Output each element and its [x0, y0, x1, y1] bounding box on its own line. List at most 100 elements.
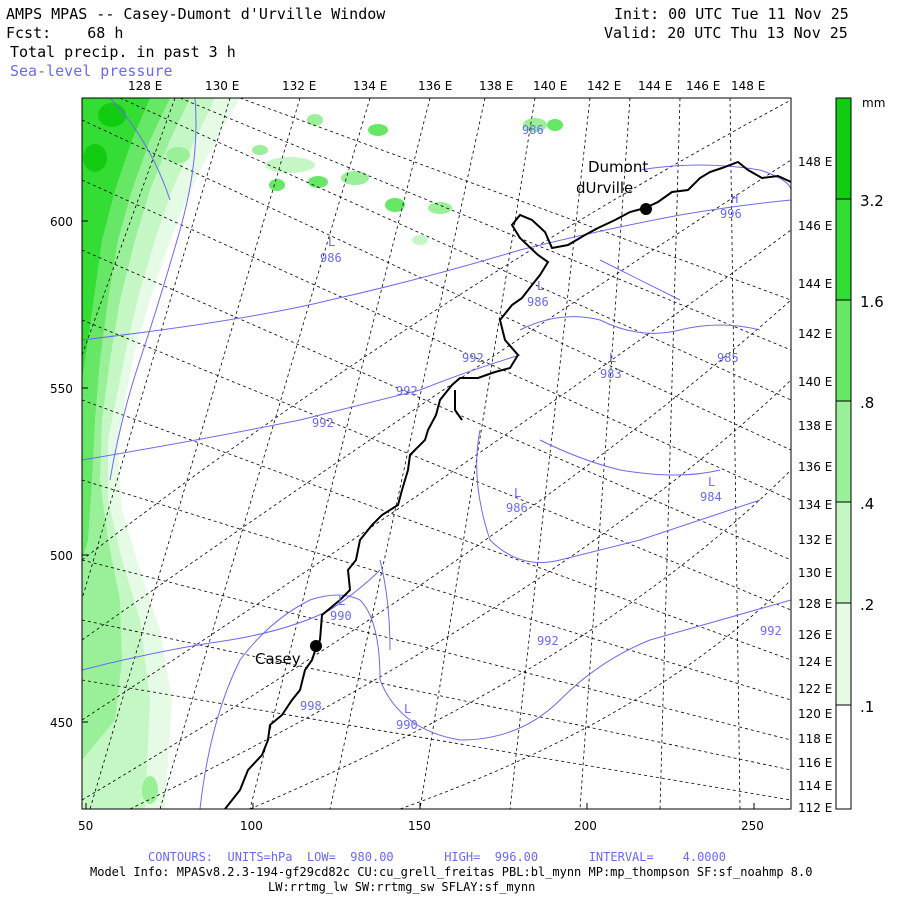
- colorbar: mm 3.2 1.6 .8 .4 .2 .1: [835, 96, 885, 810]
- place-label-casey: Casey: [255, 650, 301, 668]
- svg-text:126 E: 126 E: [798, 628, 832, 642]
- lon-label: 132 E: [282, 79, 316, 93]
- right-longitude-labels: 148 E 146 E 144 E 142 E 140 E 138 E 136 …: [798, 155, 832, 815]
- lon-label: 134 E: [353, 79, 387, 93]
- pressure-label: 984: [700, 490, 722, 504]
- y-tick-label: 550: [50, 382, 73, 396]
- svg-text:142 E: 142 E: [798, 327, 832, 341]
- pressure-label: 992: [312, 416, 334, 430]
- svg-text:136 E: 136 E: [798, 460, 832, 474]
- svg-text:L: L: [609, 351, 616, 365]
- svg-text:130 E: 130 E: [798, 566, 832, 580]
- y-tick-label: 450: [50, 716, 73, 730]
- x-tick-label: 50: [78, 819, 93, 833]
- top-longitude-labels: 128 E 130 E 132 E 134 E 136 E 138 E 140 …: [128, 79, 765, 93]
- svg-text:112 E: 112 E: [798, 801, 832, 815]
- lon-label: 144 E: [638, 79, 672, 93]
- svg-text:146 E: 146 E: [798, 219, 832, 233]
- contour-field-name: Sea-level pressure: [10, 62, 173, 80]
- svg-text:148 E: 148 E: [798, 155, 832, 169]
- x-tick-label: 200: [574, 819, 597, 833]
- colorbar-swatch: [836, 300, 851, 401]
- svg-text:114 E: 114 E: [798, 779, 832, 793]
- svg-text:124 E: 124 E: [798, 655, 832, 669]
- svg-text:144 E: 144 E: [798, 277, 832, 291]
- pressure-center-markers: L L L L L L L H: [328, 192, 738, 716]
- svg-text:132 E: 132 E: [798, 533, 832, 547]
- colorbar-unit: mm: [862, 96, 885, 110]
- physics-info: LW:rrtmg_lw SW:rrtmg_sw SFLAY:sf_mynn: [268, 880, 536, 894]
- casey-station-marker: [310, 640, 322, 652]
- colorbar-label: .4: [860, 495, 874, 513]
- svg-text:L: L: [708, 475, 715, 489]
- field-name: Total precip. in past 3 h: [10, 43, 236, 61]
- pressure-label: 996: [720, 207, 742, 221]
- pressure-label: 986: [320, 251, 342, 265]
- lon-label: 148 E: [731, 79, 765, 93]
- dumont-durville-station-marker: [640, 203, 652, 215]
- lon-label: 138 E: [479, 79, 513, 93]
- map-title: AMPS MPAS -- Casey-Dumont d'Urville Wind…: [6, 5, 386, 23]
- colorbar-swatch: [836, 401, 851, 502]
- colorbar-label: .8: [860, 394, 874, 412]
- place-label-durville: dUrville: [576, 179, 633, 197]
- svg-text:H: H: [731, 192, 738, 206]
- x-tick-label: 150: [408, 819, 431, 833]
- svg-text:134 E: 134 E: [798, 498, 832, 512]
- svg-text:116 E: 116 E: [798, 756, 832, 770]
- x-axis: 50 100 150 200 250: [78, 803, 764, 833]
- svg-text:128 E: 128 E: [798, 597, 832, 611]
- pressure-label: 992: [396, 384, 418, 398]
- place-label-dumont: Dumont: [588, 158, 648, 176]
- colorbar-swatch: [836, 502, 851, 603]
- pressure-label: 998: [300, 699, 322, 713]
- valid-time: Valid: 20 UTC Thu 13 Nov 25: [604, 24, 848, 42]
- y-axis: 600 550 500 450: [50, 215, 88, 730]
- lon-label: 146 E: [686, 79, 720, 93]
- colorbar-label: .1: [860, 698, 874, 716]
- svg-text:L: L: [514, 486, 521, 500]
- pressure-label: 992: [537, 634, 559, 648]
- svg-text:L: L: [537, 279, 544, 293]
- lon-label: 136 E: [418, 79, 452, 93]
- svg-text:L: L: [338, 594, 345, 608]
- y-tick-label: 500: [50, 549, 73, 563]
- svg-text:L: L: [404, 702, 411, 716]
- forecast-hour: Fcst: 68 h: [6, 24, 124, 42]
- lat-lon-grid: [82, 98, 791, 809]
- init-time: Init: 00 UTC Tue 11 Nov 25: [614, 5, 849, 23]
- pressure-label: 985: [717, 351, 739, 365]
- lon-label: 128 E: [128, 79, 162, 93]
- svg-text:118 E: 118 E: [798, 732, 832, 746]
- pressure-label: 986: [506, 501, 528, 515]
- svg-text:L: L: [328, 235, 335, 249]
- model-info: Model Info: MPASv8.2.3-194-gf29cd82c CU:…: [90, 865, 813, 879]
- colorbar-label: 3.2: [860, 192, 884, 210]
- svg-text:138 E: 138 E: [798, 419, 832, 433]
- pressure-label: 986: [522, 123, 544, 137]
- svg-text:140 E: 140 E: [798, 375, 832, 389]
- colorbar-swatch: [836, 199, 851, 300]
- colorbar-swatch: [836, 98, 851, 199]
- svg-text:120 E: 120 E: [798, 707, 832, 721]
- colorbar-label: 1.6: [860, 293, 884, 311]
- pressure-label: 990: [396, 718, 418, 732]
- colorbar-swatch: [836, 603, 851, 705]
- pressure-label: 992: [462, 351, 484, 365]
- pressure-label: 983: [600, 367, 622, 381]
- colorbar-swatch: [836, 705, 851, 809]
- x-tick-label: 250: [741, 819, 764, 833]
- lon-label: 140 E: [533, 79, 567, 93]
- pressure-label: 986: [527, 295, 549, 309]
- lon-label: 142 E: [587, 79, 621, 93]
- precip-shading: [82, 98, 563, 809]
- pressure-contours: [82, 98, 791, 809]
- lon-label: 130 E: [205, 79, 239, 93]
- pressure-label: 990: [330, 609, 352, 623]
- svg-text:122 E: 122 E: [798, 682, 832, 696]
- x-tick-label: 100: [240, 819, 263, 833]
- colorbar-label: .2: [860, 596, 874, 614]
- pressure-label: 992: [760, 624, 782, 638]
- y-tick-label: 600: [50, 215, 73, 229]
